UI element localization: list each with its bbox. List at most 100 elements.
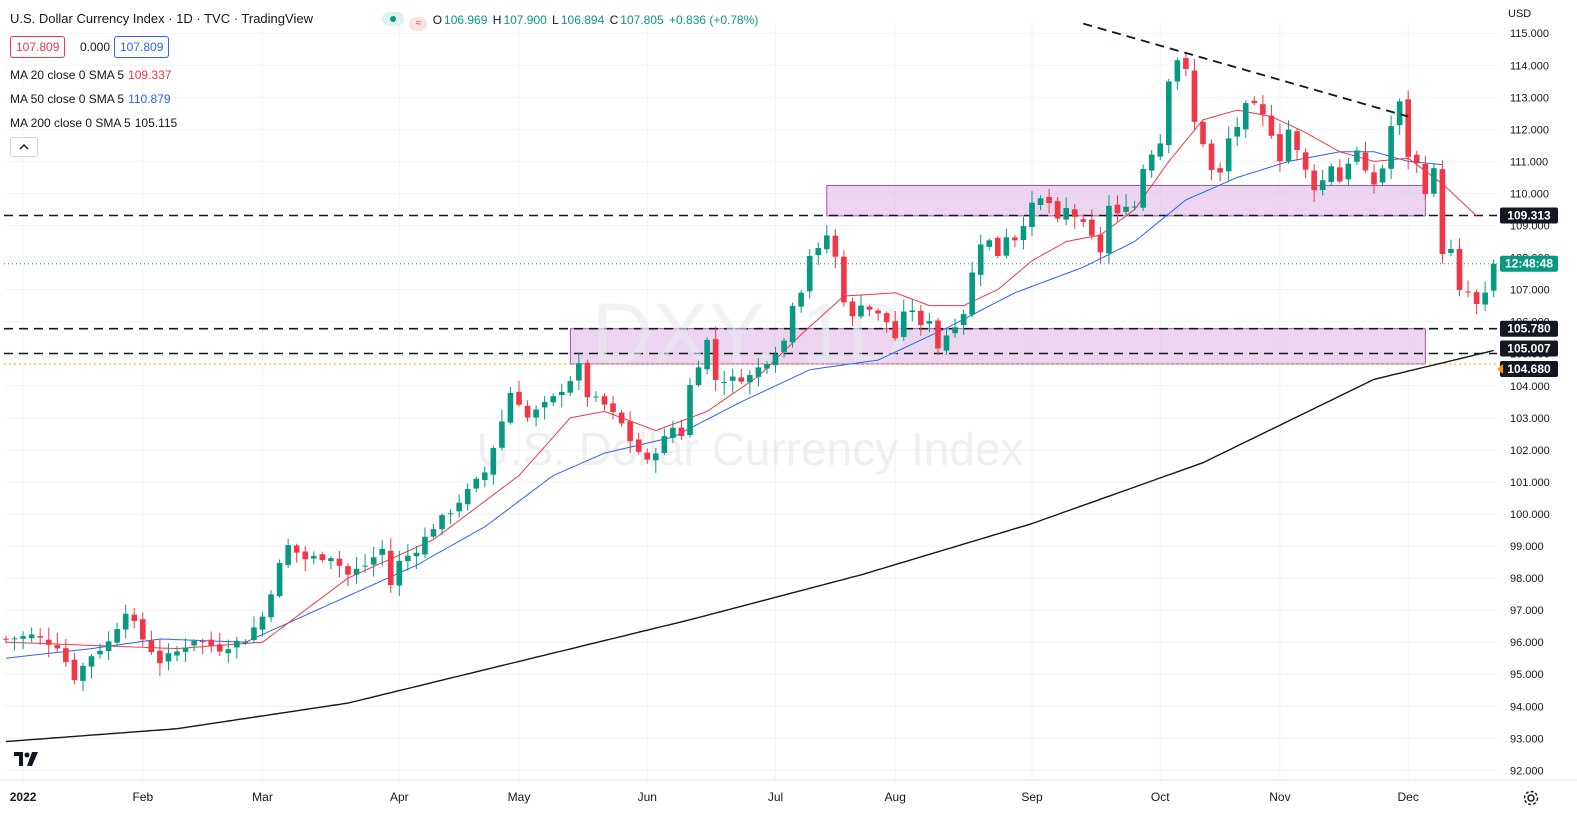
indicator-label: MA 50 close 0 SMA 5 [10,92,125,106]
x-tick-label: Sep [1021,790,1043,804]
candle-body [1251,100,1258,104]
candle-body [1268,115,1275,136]
symbol-title[interactable]: U.S. Dollar Currency Index · 1D · TVC · … [10,11,313,26]
sell-price-box[interactable]: 107.809 [10,36,66,58]
candle-body [1465,291,1471,293]
x-tick-label: Aug [885,790,906,804]
chart-header: U.S. Dollar Currency Index · 1D · TVC · … [10,11,313,26]
indicator-ma50[interactable]: MA 50 close 0 SMA 5 110.879 [10,92,171,106]
candle-body [824,235,830,250]
collapse-indicators-button[interactable] [10,137,38,157]
time-axis[interactable]: 2022 Feb Mar Apr May Jun Jul Aug Sep Oct Nov Dec [0,779,1577,804]
watermark-name: U.S. Dollar Currency Index [476,423,1023,475]
candle-body [328,558,334,562]
y-tick-label: 95.000 [1510,669,1544,681]
candle-body [558,391,565,396]
indicator-value: 110.879 [128,92,171,106]
candle-body [20,636,26,639]
trendline[interactable] [1083,22,1409,118]
candle-body [1345,163,1352,180]
candle-body [482,472,488,480]
candle-body [422,536,428,555]
candle-body [541,401,548,408]
y-tick-label: 92.000 [1510,765,1544,777]
candle-body [576,363,582,381]
price-label: 12:48:48 [1505,257,1553,271]
candle-body [1029,202,1035,228]
candle-body [849,301,856,317]
currency-label[interactable]: USD [1508,8,1532,20]
y-tick-label: 109.000 [1510,221,1550,233]
candle-body [1106,205,1112,254]
price-labels: 109.313 12:48:48 105.780 105.007 104.680 [1497,207,1558,377]
candle-body [986,240,993,247]
candle-body [1054,201,1061,219]
y-tick-label: 94.000 [1510,701,1544,713]
candle-body [1157,143,1164,157]
candle-body [1080,219,1087,222]
price-label-bg [1500,255,1558,272]
candle-body [687,385,693,436]
y-tick-label: 97.000 [1510,605,1544,617]
x-tick-label: Apr [390,790,409,804]
candle-body [567,381,574,393]
candle-body [747,375,753,383]
candle-body [764,364,770,369]
candle-body [362,565,368,567]
candle-body [88,656,95,667]
candle-body [1191,70,1198,122]
trendline-line [1083,22,1409,118]
candle-body [1174,60,1181,82]
candle-body [1319,180,1326,191]
buy-price-box[interactable]: 107.809 [114,36,170,58]
candle-body [1311,170,1317,191]
tradingview-logo-icon[interactable] [14,750,40,773]
x-tick-label: Jun [638,790,657,804]
candle-body [900,311,907,337]
price-label: 105.007 [1507,342,1551,356]
indicator-ma200[interactable]: MA 200 close 0 SMA 5 105.115 [10,116,177,130]
candle-body [242,641,249,644]
candle-body [1020,226,1027,241]
settings-gear-icon[interactable] [1522,789,1540,812]
candle-body [584,362,591,398]
candle-body [165,653,172,662]
candle-body [1431,168,1437,194]
candle-body [199,641,206,643]
candle-body [1183,58,1189,69]
candle-body [1362,152,1369,171]
candle-body [1396,101,1403,126]
candle-body [960,314,967,326]
candle-body [661,436,668,453]
candle-body [977,244,984,275]
ma50-line [5,151,1443,659]
candles [3,51,1497,692]
candle-body [345,566,351,575]
candle-body [54,645,61,649]
price-axis[interactable]: 92.000 93.000 94.000 95.000 96.000 97.000 98.0… [1497,0,1577,819]
candle-body [182,647,189,652]
y-tick-label: 107.000 [1510,285,1550,297]
candle-body [3,638,9,640]
price-label: 109.313 [1507,208,1551,222]
indicator-ma20[interactable]: MA 20 close 0 SMA 5 109.337 [10,68,171,82]
candle-body [755,367,762,377]
candle-body [1482,292,1488,305]
candle-body [131,614,138,621]
y-tick-label: 113.000 [1510,92,1549,104]
candle-body [1448,248,1454,253]
candle-body [918,310,924,326]
candle-body [1114,204,1121,214]
candle-body [883,313,890,323]
candle-body [1277,134,1283,162]
candle-body [1097,234,1104,253]
y-tick-label: 104.000 [1510,381,1550,393]
candle-body [1354,150,1360,162]
candle-body [456,502,462,512]
candle-body [1140,168,1146,208]
candle-body [71,659,78,681]
candle-body [353,568,360,575]
candle-body [208,639,214,646]
change-value: +0.836 (+0.78%) [669,13,759,27]
